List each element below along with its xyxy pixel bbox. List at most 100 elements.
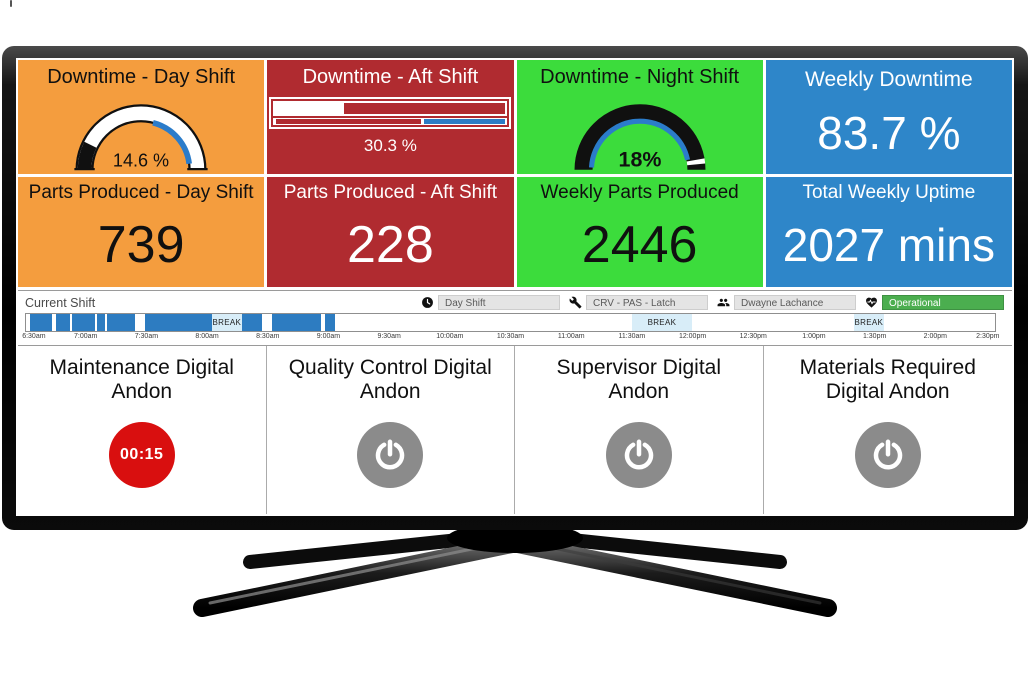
timeline-run-segment	[242, 314, 263, 331]
progress-track	[273, 101, 508, 116]
timeline-tick-label: 9:30am	[377, 333, 401, 340]
tile-value: 739	[97, 216, 185, 275]
tile-downtime-day-shift: Downtime - Day Shift 14.6 %	[18, 60, 265, 174]
timeline-tick-label: 9:00am	[316, 333, 341, 340]
timeline-run-segment	[72, 314, 95, 331]
shift-status-row: Day Shift CRV - PAS - Latch Dwayne Lacha…	[421, 295, 1004, 310]
shift-name-select[interactable]: Day Shift	[438, 295, 560, 310]
timeline-bar: BREAK BREAK BREAK	[25, 313, 996, 332]
progress-sub-red	[275, 119, 421, 124]
tile-title: Weekly Downtime	[805, 68, 973, 91]
andon-title: Quality Control Digital Andon	[288, 356, 492, 404]
progress-sub-blue	[424, 119, 506, 124]
aft-progress-fill	[344, 103, 506, 114]
timeline-run-segment	[145, 314, 212, 331]
materials-andon-button[interactable]	[854, 422, 921, 489]
timeline-tick-label: 12:00pm	[678, 333, 707, 340]
day-gauge-target-arc	[89, 118, 193, 170]
andon-title: Maintenance Digital Andon	[49, 356, 234, 404]
part-group: CRV - PAS - Latch	[569, 295, 708, 310]
tile-title: Total Weekly Uptime	[802, 182, 976, 203]
timeline-break-segment: BREAK	[211, 314, 242, 331]
tile-title: Downtime - Aft Shift	[302, 66, 479, 88]
operator-select[interactable]: Dwayne Lachance	[734, 295, 856, 310]
timeline-tick-label: 1:00pm	[802, 333, 826, 340]
machine-status-select[interactable]: Operational	[882, 295, 1004, 310]
stray-mark	[10, 0, 12, 7]
machine-status-group: Operational	[865, 295, 1004, 310]
tile-downtime-night-shift: Downtime - Night Shift 18%	[516, 60, 763, 174]
andon-timer: 00:15	[120, 446, 164, 464]
current-shift-section: Current Shift Day Shift CRV - PAS - Latc…	[18, 290, 1012, 343]
tile-title: Parts Produced - Aft Shift	[283, 182, 498, 203]
timeline-tick-label: 11:30am	[618, 333, 646, 340]
gauge-value-label: 18%	[618, 147, 661, 171]
downtime-tile-row: Downtime - Day Shift 14.6 % Downtime - A…	[18, 60, 1012, 174]
andon-materials: Materials Required Digital Andon	[764, 346, 1013, 514]
timeline-tick-label: 12:30pm	[739, 333, 767, 340]
night-shift-gauge: 18%	[570, 88, 710, 174]
progress-value-label: 30.3 %	[363, 136, 417, 155]
timeline-tick-label: 7:00am	[74, 333, 98, 340]
power-icon	[870, 437, 906, 473]
timeline-tick-label: 10:30am	[496, 333, 525, 340]
tile-parts-aft-shift: Parts Produced - Aft Shift 228	[267, 177, 514, 287]
timeline-run-segment	[324, 314, 335, 331]
timeline-tick-label: 8:30am	[256, 333, 280, 340]
shift-timeline: BREAK BREAK BREAK 6:30am 7:00am 7:30am 8:00am…	[22, 313, 1000, 342]
gauge-value-label: 14.6 %	[113, 150, 169, 170]
parts-tile-row: Parts Produced - Day Shift 739 Parts Pro…	[18, 177, 1012, 287]
tv-bezel: Downtime - Day Shift 14.6 % Downtime - A…	[2, 46, 1028, 530]
tile-weekly-uptime: Total Weekly Uptime 2027 mins	[765, 177, 1012, 287]
tile-parts-day-shift: Parts Produced - Day Shift 739	[18, 177, 265, 287]
heart-pulse-icon	[865, 296, 878, 309]
andon-section: Maintenance Digital Andon 00:15 Quality …	[18, 345, 1012, 514]
andon-supervisor: Supervisor Digital Andon	[515, 346, 764, 514]
timeline-tick-label: 1:30pm	[862, 333, 887, 340]
quality-andon-button[interactable]	[357, 422, 424, 489]
power-icon	[621, 437, 657, 473]
andon-quality-control: Quality Control Digital Andon	[267, 346, 515, 514]
power-icon	[372, 437, 408, 473]
tile-title: Parts Produced - Day Shift	[28, 182, 254, 203]
timeline-tick-label: 7:30am	[134, 333, 159, 340]
part-select[interactable]: CRV - PAS - Latch	[586, 295, 708, 310]
timeline-run-segment	[96, 314, 105, 331]
andon-title: Materials Required Digital Andon	[799, 356, 976, 404]
supervisor-andon-button[interactable]	[605, 422, 672, 489]
andon-maintenance: Maintenance Digital Andon 00:15	[18, 346, 267, 514]
team-icon	[717, 296, 730, 309]
tile-value: 2027 mins	[782, 219, 995, 272]
andon-title: Supervisor Digital Andon	[556, 356, 722, 404]
tile-weekly-parts: Weekly Parts Produced 2446	[516, 177, 763, 287]
tv-stand	[193, 520, 837, 617]
tile-title: Downtime - Day Shift	[47, 66, 236, 88]
tile-downtime-aft-shift: Downtime - Aft Shift 30.3 %	[267, 60, 514, 174]
tile-value: 2446	[581, 216, 698, 275]
night-gauge-value-arc	[588, 118, 691, 170]
day-gauge-value-arc	[77, 106, 205, 170]
dashboard-screen: Downtime - Day Shift 14.6 % Downtime - A…	[16, 58, 1014, 516]
tile-value: 83.7 %	[817, 106, 961, 159]
timeline-tick-label: 2:30pm	[976, 333, 1000, 340]
timeline-break-segment: BREAK	[631, 314, 693, 331]
tile-weekly-downtime: Weekly Downtime 83.7 %	[765, 60, 1012, 174]
current-shift-label: Current Shift	[25, 296, 96, 310]
clock-icon	[421, 296, 434, 309]
timeline-tick-label: 8:00am	[195, 333, 219, 340]
timeline-break-segment: BREAK	[853, 314, 884, 331]
timeline-run-segment	[56, 314, 71, 331]
timeline-tick-label: 2:00pm	[923, 333, 947, 340]
maintenance-andon-button[interactable]: 00:15	[108, 422, 175, 489]
timeline-run-segment	[272, 314, 321, 331]
day-shift-gauge: 14.6 %	[71, 88, 211, 174]
timeline-tick-label: 11:00am	[557, 333, 585, 340]
tile-title: Weekly Parts Produced	[540, 182, 739, 203]
operator-group: Dwayne Lachance	[717, 295, 856, 310]
timeline-ticks: 6:30am 7:00am 7:30am 8:00am 8:30am 9:00am 9:30…	[22, 333, 1000, 342]
timeline-run-segment	[30, 314, 53, 331]
aft-shift-progress-bar	[269, 97, 512, 129]
timeline-tick-label: 10:00am	[436, 333, 464, 340]
tile-title: Downtime - Night Shift	[540, 66, 740, 88]
timeline-run-segment	[106, 314, 135, 331]
